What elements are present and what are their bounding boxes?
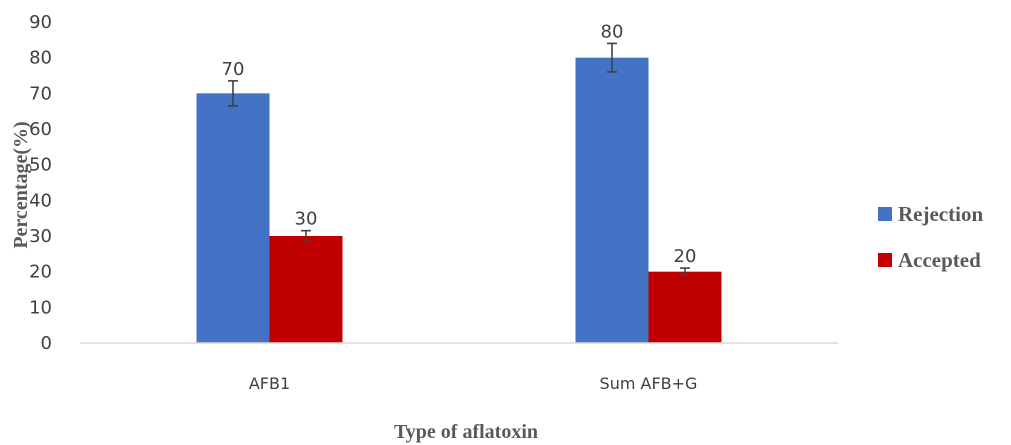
error-bar xyxy=(607,42,617,73)
y-tick-label: 70 xyxy=(29,83,52,104)
legend-label-rejection: Rejection xyxy=(898,202,983,226)
data-label: 70 xyxy=(222,59,245,80)
y-tick-label: 90 xyxy=(29,12,52,33)
error-bar xyxy=(301,229,311,243)
bar-accepted-2 xyxy=(648,271,722,343)
y-tick-label: 60 xyxy=(29,119,52,140)
bars xyxy=(196,57,722,344)
data-label: 30 xyxy=(295,209,318,230)
y-tick-label: 80 xyxy=(29,48,52,69)
x-tick-label: AFB1 xyxy=(249,374,290,393)
error-bar xyxy=(680,267,690,277)
bar-accepted-1 xyxy=(269,236,343,343)
x-axis-title: Type of aflatoxin xyxy=(394,421,538,443)
y-axis-ticks: 0 10 20 30 40 50 60 70 80 90 xyxy=(29,12,52,354)
legend-label-accepted: Accepted xyxy=(898,248,981,272)
legend-swatch-accepted xyxy=(878,253,892,267)
legend-swatch-rejection xyxy=(878,207,892,221)
data-label: 20 xyxy=(674,246,697,267)
y-tick-label: 30 xyxy=(29,226,52,247)
y-tick-label: 0 xyxy=(41,333,52,354)
data-label: 80 xyxy=(601,21,624,42)
error-bars xyxy=(228,42,690,277)
bar-rejection-1 xyxy=(196,93,270,343)
y-tick-label: 50 xyxy=(29,155,52,176)
bar-rejection-2 xyxy=(575,57,649,344)
y-tick-label: 10 xyxy=(29,297,52,318)
x-axis-categories: AFB1 Sum AFB+G xyxy=(249,374,698,393)
y-tick-label: 20 xyxy=(29,262,52,283)
x-tick-label: Sum AFB+G xyxy=(600,374,698,393)
y-axis-title: Percentage(%) xyxy=(10,121,32,248)
data-labels: 70 30 80 20 xyxy=(222,21,697,267)
y-tick-label: 40 xyxy=(29,190,52,211)
legend: Rejection Accepted xyxy=(878,202,983,272)
error-bar xyxy=(228,80,238,107)
